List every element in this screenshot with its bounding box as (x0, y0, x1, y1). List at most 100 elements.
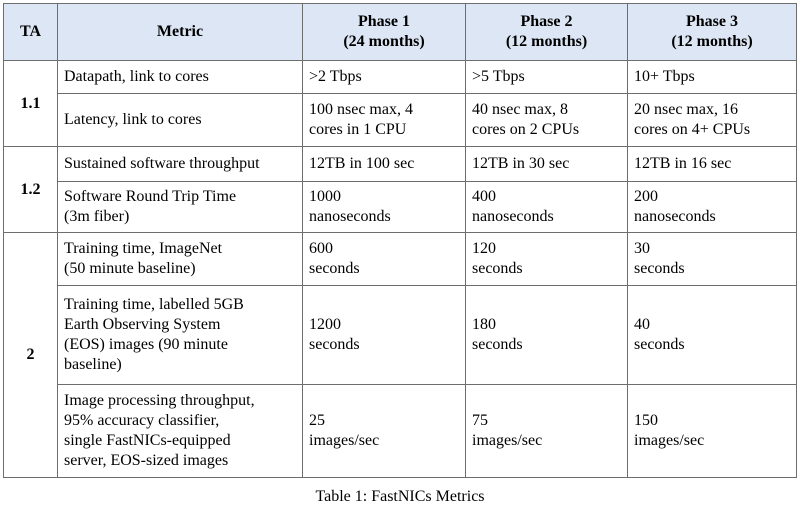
cell-line: Sustained software throughput (64, 155, 260, 172)
header-phase-1-duration: (24 months) (343, 33, 425, 50)
phase-2-cell: 75 images/sec (465, 384, 628, 478)
cell-line: Training time, labelled 5GB (64, 296, 244, 313)
ta-cell: 2 (3, 232, 58, 478)
cell-line: images/sec (309, 432, 380, 449)
cell-line: 100 nsec max, 4 (309, 101, 413, 118)
table-row: 1.2 Sustained software throughput 12TB in … (3, 146, 797, 233)
header-phase-1-title: Phase 1 (358, 13, 410, 30)
cell-line: 40 (634, 316, 650, 333)
metrics-table: TA Metric Phase 1 (24 months) Phase 2 (1… (3, 3, 797, 478)
header-phase-3-duration: (12 months) (671, 33, 753, 50)
phase-2-cell: 40 nsec max, 8 cores on 2 CPUs (465, 93, 628, 147)
table-row: Software Round Trip Time (3m fiber) 1000 na… (4, 181, 797, 233)
cell-line: 12TB in 30 sec (472, 155, 570, 172)
table-body: 1.1 Datapath, link to cores >2 Tbps >5 Tbps… (3, 60, 797, 478)
cell-line: seconds (309, 336, 360, 353)
header-metric: Metric (57, 3, 303, 61)
cell-line: seconds (472, 336, 523, 353)
phase-1-cell: 25 images/sec (302, 384, 466, 478)
phase-3-cell: 200 nanoseconds (627, 181, 797, 233)
cell-line: images/sec (472, 432, 543, 449)
cell-line: 12TB in 16 sec (634, 155, 732, 172)
phase-2-cell: >5 Tbps (465, 60, 628, 94)
cell-line: nanoseconds (472, 208, 554, 225)
phase-2-cell: 12TB in 30 sec (465, 146, 628, 182)
phase-1-cell: 1000 nanoseconds (302, 181, 466, 233)
cell-line: cores in 1 CPU (309, 121, 407, 138)
ta-cell: 1.2 (3, 146, 58, 233)
header-phase-3-title: Phase 3 (686, 13, 738, 30)
phase-1-cell: 600 seconds (302, 232, 466, 286)
cell-line: 40 nsec max, 8 (472, 101, 568, 118)
cell-line: cores on 2 CPUs (472, 121, 580, 138)
phase-2-cell: 180 seconds (465, 285, 628, 385)
phase-1-cell: >2 Tbps (302, 60, 466, 94)
cell-line: (50 minute baseline) (64, 260, 196, 277)
cell-line: seconds (472, 260, 523, 277)
phase-3-cell: 10+ Tbps (627, 60, 797, 94)
metric-cell: Image processing throughput, 95% accuracy… (57, 384, 303, 478)
cell-line: nanoseconds (634, 208, 716, 225)
cell-line: 1000 (309, 188, 341, 205)
cell-line: Datapath, link to cores (64, 68, 209, 85)
cell-line: Training time, ImageNet (64, 240, 223, 257)
cell-line: cores on 4+ CPUs (634, 121, 751, 138)
cell-line: 30 (634, 240, 650, 257)
header-phase-2: Phase 2 (12 months) (465, 3, 628, 61)
cell-line: nanoseconds (309, 208, 391, 225)
header-phase-1: Phase 1 (24 months) (302, 3, 466, 61)
metric-cell: Training time, labelled 5GB Earth Observi… (57, 285, 303, 385)
cell-line: 12TB in 100 sec (309, 155, 415, 172)
phase-3-cell: 150 images/sec (627, 384, 797, 478)
cell-line: single FastNICs-equipped (64, 432, 231, 449)
cell-line: >2 Tbps (309, 68, 362, 85)
table-row: 1.1 Datapath, link to cores >2 Tbps >5 Tbps… (3, 60, 797, 147)
phase-1-cell: 12TB in 100 sec (302, 146, 466, 182)
phase-1-cell: 1200 seconds (302, 285, 466, 385)
cell-line: (3m fiber) (64, 208, 130, 225)
metric-cell: Latency, link to cores (57, 93, 303, 147)
cell-line: seconds (634, 336, 685, 353)
phase-1-cell: 100 nsec max, 4 cores in 1 CPU (302, 93, 466, 147)
table-row: Image processing throughput, 95% accuracy… (4, 384, 797, 478)
table-row: 2 Training time, ImageNet (50 minute basel… (3, 232, 797, 478)
cell-line: 25 (309, 412, 325, 429)
cell-line: seconds (634, 260, 685, 277)
cell-line: seconds (309, 260, 360, 277)
cell-line: Image processing throughput, (64, 392, 255, 409)
table-caption: Table 1: FastNICs Metrics (315, 488, 485, 505)
metric-cell: Datapath, link to cores (57, 60, 303, 94)
cell-line: 200 (634, 188, 658, 205)
metric-cell: Software Round Trip Time (3m fiber) (57, 181, 303, 233)
cell-line: (EOS) images (90 minute (64, 336, 228, 353)
phase-2-cell: 400 nanoseconds (465, 181, 628, 233)
table-row: Latency, link to cores 100 nsec max, 4 cor… (4, 93, 797, 147)
cell-line: >5 Tbps (472, 68, 525, 85)
cell-line: Software Round Trip Time (64, 188, 237, 205)
cell-line: 180 (472, 316, 496, 333)
metric-cell: Training time, ImageNet (50 minute baseli… (57, 232, 303, 286)
header-phase-2-duration: (12 months) (505, 33, 588, 50)
header-phase-3: Phase 3 (12 months) (627, 3, 797, 61)
phase-3-cell: 30 seconds (627, 232, 797, 286)
phase-3-cell: 20 nsec max, 16 cores on 4+ CPUs (627, 93, 797, 147)
header-row: TA Metric Phase 1 (24 months) Phase 2 (1… (3, 3, 797, 61)
cell-line: Earth Observing System (64, 316, 221, 333)
cell-line: 10+ Tbps (634, 68, 695, 85)
ta-cell: 1.1 (3, 60, 58, 147)
phase-3-cell: 40 seconds (627, 285, 797, 385)
phase-2-cell: 120 seconds (465, 232, 628, 286)
cell-line: 20 nsec max, 16 (634, 101, 738, 118)
cell-line: 600 (309, 240, 333, 257)
cell-line: 150 (634, 412, 658, 429)
cell-line: 400 (472, 188, 496, 205)
cell-line: 75 (472, 412, 488, 429)
header-ta: TA (3, 3, 58, 61)
cell-line: 120 (472, 240, 496, 257)
metric-cell: Sustained software throughput (57, 146, 303, 182)
cell-line: Latency, link to cores (64, 111, 202, 128)
cell-line: baseline) (64, 356, 122, 373)
table-row: Training time, labelled 5GB Earth Observi… (4, 285, 797, 385)
cell-line: 95% accuracy classifier, (64, 412, 220, 429)
phase-3-cell: 12TB in 16 sec (627, 146, 797, 182)
